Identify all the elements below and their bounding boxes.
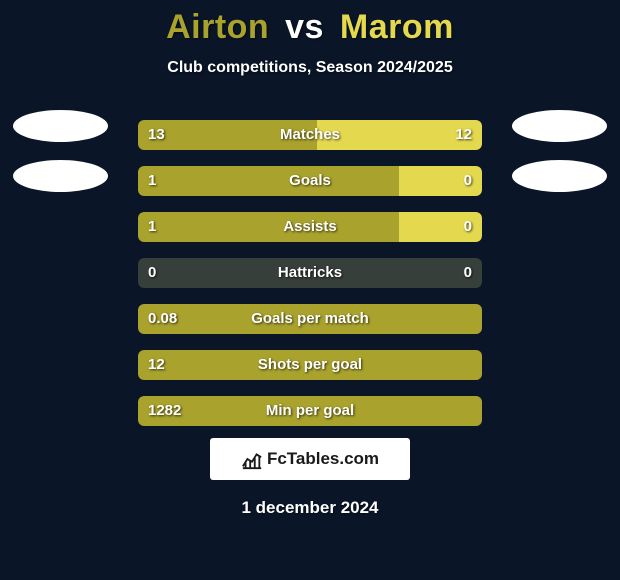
subtitle: Club competitions, Season 2024/2025 bbox=[0, 59, 620, 77]
title-player1: Airton bbox=[166, 8, 269, 46]
stat-value-left: 1 bbox=[148, 212, 156, 242]
bar-left bbox=[138, 396, 482, 426]
stat-row: 0.08Goals per match bbox=[138, 304, 482, 334]
stat-value-left: 0.08 bbox=[148, 304, 177, 334]
chart-icon bbox=[241, 448, 263, 470]
stat-block: 13Matches12 1Goals0 1Assists0 0Hattricks0 0.… bbox=[138, 120, 482, 442]
stat-row: 1Assists0 bbox=[138, 212, 482, 242]
stat-row: 1Goals0 bbox=[138, 166, 482, 196]
stat-value-left: 0 bbox=[148, 258, 156, 288]
stat-value-left: 1282 bbox=[148, 396, 181, 426]
stat-value-left: 1 bbox=[148, 166, 156, 196]
stat-row: 13Matches12 bbox=[138, 120, 482, 150]
avatar-placeholder bbox=[13, 110, 108, 142]
bar-left bbox=[138, 350, 482, 380]
stat-value-right: 0 bbox=[464, 212, 472, 242]
bar-track bbox=[138, 258, 482, 288]
watermark: FcTables.com bbox=[210, 438, 410, 480]
page-title: Airton vs Marom bbox=[0, 0, 620, 47]
bar-left bbox=[138, 212, 399, 242]
bar-left bbox=[138, 304, 482, 334]
title-player2: Marom bbox=[340, 8, 454, 46]
comparison-infographic: Airton vs Marom Club competitions, Seaso… bbox=[0, 0, 620, 580]
title-vs: vs bbox=[285, 8, 324, 46]
stat-row: 0Hattricks0 bbox=[138, 258, 482, 288]
stat-row: 12Shots per goal bbox=[138, 350, 482, 380]
stat-row: 1282Min per goal bbox=[138, 396, 482, 426]
date-label: 1 december 2024 bbox=[0, 498, 620, 518]
avatar-placeholder bbox=[512, 110, 607, 142]
stat-value-left: 13 bbox=[148, 120, 165, 150]
stat-value-right: 0 bbox=[464, 258, 472, 288]
avatar-placeholder bbox=[13, 160, 108, 192]
avatar-placeholder bbox=[512, 160, 607, 192]
stat-value-left: 12 bbox=[148, 350, 165, 380]
stat-value-right: 12 bbox=[455, 120, 472, 150]
avatar-player2 bbox=[507, 110, 612, 210]
avatar-player1 bbox=[8, 110, 113, 210]
bar-left bbox=[138, 166, 399, 196]
watermark-text: FcTables.com bbox=[267, 449, 379, 469]
stat-value-right: 0 bbox=[464, 166, 472, 196]
